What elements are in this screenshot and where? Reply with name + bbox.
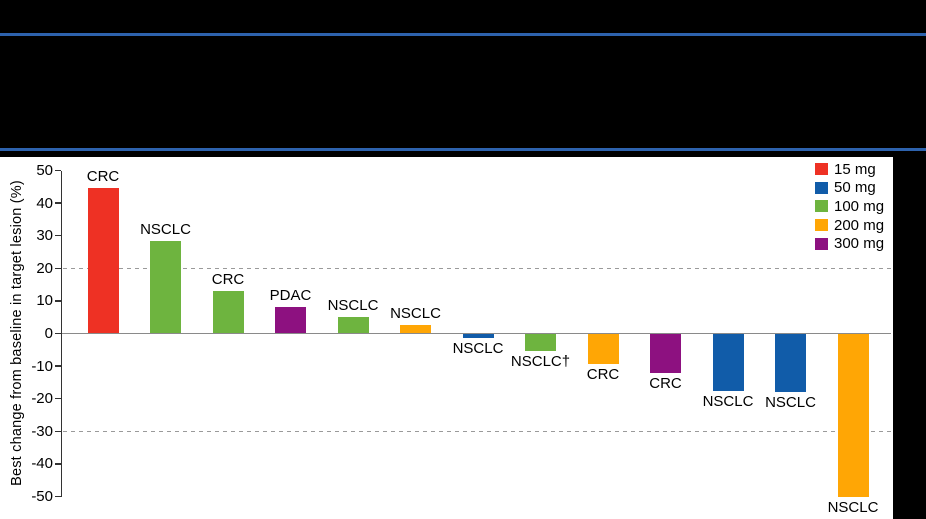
bar-6-200mg [400, 325, 431, 334]
y-tick-label-50: 50 [36, 162, 53, 179]
legend-row-15mg: 15 mg [815, 160, 884, 179]
bar-label-4: PDAC [269, 287, 312, 305]
bar-8-100mg [525, 333, 556, 352]
y-tick-label-20: 20 [36, 259, 53, 277]
legend-swatch-icon [815, 219, 828, 232]
y-tick-label-30: 30 [36, 227, 53, 245]
y-tick-label--20: -20 [31, 390, 53, 408]
bar-13-200mg [837, 333, 869, 497]
reference-line--30 [63, 430, 891, 432]
legend-row-200mg: 200 mg [815, 216, 884, 235]
bar-7-50mg [462, 333, 494, 339]
y-tick-30 [54, 234, 61, 237]
legend-swatch-icon [815, 181, 828, 194]
bar-label-6: NSCLC [390, 305, 441, 323]
bar-label-7: NSCLC [452, 340, 504, 358]
header-separator-top [0, 33, 926, 36]
y-tick-label--30: -30 [31, 422, 53, 440]
legend-label: 100 mg [834, 197, 885, 215]
bar-label-10: CRC [649, 374, 682, 392]
y-tick-label-40: 40 [36, 194, 53, 212]
dose-legend: 15 mg 50 mg 100 mg 200 mg 300 mg [815, 160, 884, 253]
bar-4-300mg [275, 307, 306, 334]
y-tick-40 [54, 202, 61, 204]
legend-row-100mg: 100 mg [815, 197, 884, 216]
y-tick-50 [54, 169, 61, 172]
y-tick-label--40: -40 [31, 455, 53, 473]
y-tick-20 [54, 267, 61, 270]
bar-5-100mg [337, 317, 369, 334]
y-tick-label-0: 0 [44, 325, 53, 342]
y-tick--10 [54, 365, 61, 367]
legend-label: 50 mg [834, 179, 876, 197]
bar-label-11: NSCLC [702, 392, 754, 410]
bar-11-50mg [712, 333, 744, 391]
legend-row-50mg: 50 mg [815, 179, 884, 198]
y-tick--50 [54, 495, 61, 498]
bar-12-50mg [775, 333, 806, 393]
y-tick-label-10: 10 [36, 292, 53, 310]
header-separator-bottom [0, 148, 926, 151]
legend-swatch-icon [815, 237, 828, 250]
legend-label: 300 mg [834, 235, 885, 253]
y-tick--20 [54, 397, 61, 400]
legend-swatch-icon [815, 200, 828, 213]
y-tick--40 [54, 463, 61, 465]
y-tick-0 [54, 332, 61, 335]
bar-10-300mg [650, 333, 681, 373]
y-axis-line [60, 170, 62, 497]
legend-row-300mg: 300 mg [815, 234, 884, 253]
y-tick-label--50: -50 [31, 488, 53, 505]
bar-label-2: NSCLC [140, 220, 191, 238]
bar-2-100mg [150, 240, 181, 334]
bar-label-9: CRC [586, 366, 620, 384]
bar-3-100mg [212, 291, 244, 334]
legend-swatch-icon [815, 163, 828, 176]
bar-label-3: CRC [211, 271, 245, 289]
bar-label-8: NSCLC† [510, 353, 571, 371]
legend-label: 200 mg [834, 216, 885, 234]
y-tick-label--10: -10 [31, 357, 53, 375]
bar-label-5: NSCLC [327, 297, 379, 315]
bar-9-200mg [587, 333, 619, 365]
bar-1-15mg [87, 188, 119, 334]
right-black-mask [893, 157, 926, 519]
bar-label-1: CRC [86, 168, 120, 186]
header-banner [0, 0, 926, 157]
reference-line-20 [63, 267, 891, 269]
legend-label: 15 mg [834, 160, 876, 178]
bar-label-12: NSCLC [765, 394, 816, 412]
bar-label-13: NSCLC [827, 498, 879, 516]
y-tick--30 [54, 430, 61, 433]
y-tick-10 [54, 300, 61, 302]
